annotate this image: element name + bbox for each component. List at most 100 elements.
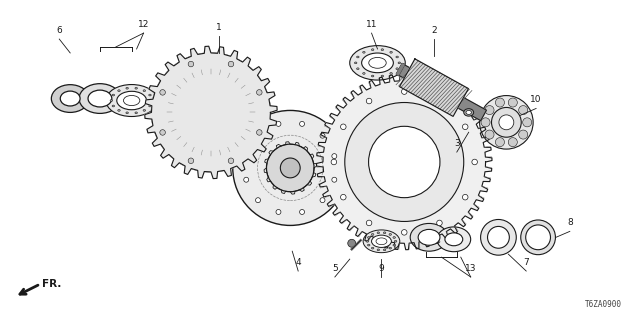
- Ellipse shape: [383, 232, 386, 234]
- Circle shape: [332, 154, 337, 159]
- Ellipse shape: [383, 249, 386, 251]
- Ellipse shape: [143, 109, 145, 111]
- Polygon shape: [396, 64, 405, 76]
- Ellipse shape: [151, 100, 153, 101]
- Ellipse shape: [371, 75, 374, 77]
- Ellipse shape: [356, 56, 359, 58]
- Circle shape: [233, 110, 348, 225]
- Circle shape: [332, 177, 337, 182]
- Circle shape: [508, 98, 517, 107]
- Ellipse shape: [367, 244, 370, 246]
- Ellipse shape: [124, 95, 140, 106]
- Circle shape: [401, 89, 407, 94]
- Text: 10: 10: [531, 95, 542, 105]
- Ellipse shape: [112, 105, 115, 107]
- Circle shape: [463, 124, 468, 130]
- Ellipse shape: [135, 87, 138, 89]
- Circle shape: [276, 121, 281, 126]
- Circle shape: [276, 210, 281, 214]
- Circle shape: [369, 126, 440, 198]
- Circle shape: [495, 138, 504, 147]
- Ellipse shape: [466, 110, 472, 114]
- Ellipse shape: [110, 100, 113, 101]
- Ellipse shape: [355, 62, 357, 64]
- Ellipse shape: [410, 223, 448, 251]
- Circle shape: [255, 133, 260, 138]
- Ellipse shape: [418, 229, 440, 245]
- Circle shape: [488, 227, 509, 248]
- Text: 3: 3: [454, 139, 460, 148]
- Ellipse shape: [118, 90, 120, 92]
- Circle shape: [366, 98, 372, 104]
- Ellipse shape: [377, 249, 380, 251]
- Circle shape: [228, 61, 234, 67]
- Ellipse shape: [118, 109, 120, 111]
- Circle shape: [255, 198, 260, 203]
- Text: 9: 9: [379, 264, 385, 273]
- Circle shape: [508, 138, 517, 147]
- Circle shape: [525, 225, 550, 250]
- Circle shape: [331, 159, 337, 165]
- Circle shape: [280, 158, 300, 178]
- Circle shape: [499, 115, 514, 130]
- Circle shape: [320, 133, 325, 138]
- Circle shape: [366, 220, 372, 226]
- Circle shape: [492, 108, 521, 137]
- Circle shape: [244, 154, 249, 159]
- Polygon shape: [317, 74, 492, 250]
- Ellipse shape: [367, 236, 370, 238]
- Circle shape: [300, 210, 305, 214]
- Polygon shape: [396, 64, 486, 121]
- Text: FR.: FR.: [42, 279, 62, 289]
- Text: 11: 11: [366, 20, 378, 29]
- Ellipse shape: [396, 68, 398, 70]
- Ellipse shape: [464, 109, 474, 116]
- Text: 13: 13: [465, 264, 476, 273]
- Ellipse shape: [393, 244, 396, 246]
- Ellipse shape: [437, 227, 470, 252]
- Ellipse shape: [363, 52, 365, 53]
- Circle shape: [340, 194, 346, 200]
- Ellipse shape: [390, 73, 392, 74]
- Text: 7: 7: [524, 258, 529, 267]
- Ellipse shape: [381, 75, 383, 77]
- Circle shape: [348, 239, 356, 247]
- Ellipse shape: [126, 112, 129, 114]
- Circle shape: [340, 124, 346, 130]
- Ellipse shape: [126, 87, 129, 89]
- Ellipse shape: [79, 84, 121, 113]
- Ellipse shape: [363, 230, 400, 253]
- Ellipse shape: [371, 49, 374, 51]
- Circle shape: [518, 106, 528, 115]
- Polygon shape: [145, 46, 277, 179]
- Circle shape: [188, 61, 194, 67]
- Circle shape: [521, 220, 556, 255]
- Text: 4: 4: [296, 258, 301, 267]
- Ellipse shape: [389, 234, 392, 235]
- Ellipse shape: [371, 234, 374, 235]
- Ellipse shape: [356, 68, 359, 70]
- Text: T6ZA0900: T6ZA0900: [586, 300, 622, 309]
- Ellipse shape: [389, 247, 392, 249]
- Circle shape: [401, 229, 407, 235]
- Ellipse shape: [393, 236, 396, 238]
- Circle shape: [300, 121, 305, 126]
- Ellipse shape: [363, 73, 365, 74]
- Circle shape: [345, 102, 464, 221]
- Circle shape: [160, 130, 165, 135]
- Text: 2: 2: [431, 26, 437, 35]
- Ellipse shape: [148, 94, 151, 96]
- Ellipse shape: [394, 240, 397, 242]
- Circle shape: [257, 90, 262, 95]
- Ellipse shape: [371, 247, 374, 249]
- Ellipse shape: [390, 52, 392, 53]
- Circle shape: [152, 53, 271, 172]
- Ellipse shape: [349, 46, 405, 80]
- Circle shape: [481, 220, 516, 255]
- Circle shape: [523, 118, 532, 127]
- Ellipse shape: [106, 84, 157, 116]
- Ellipse shape: [135, 112, 138, 114]
- Circle shape: [320, 198, 325, 203]
- Text: 5: 5: [332, 264, 338, 273]
- Circle shape: [266, 144, 314, 192]
